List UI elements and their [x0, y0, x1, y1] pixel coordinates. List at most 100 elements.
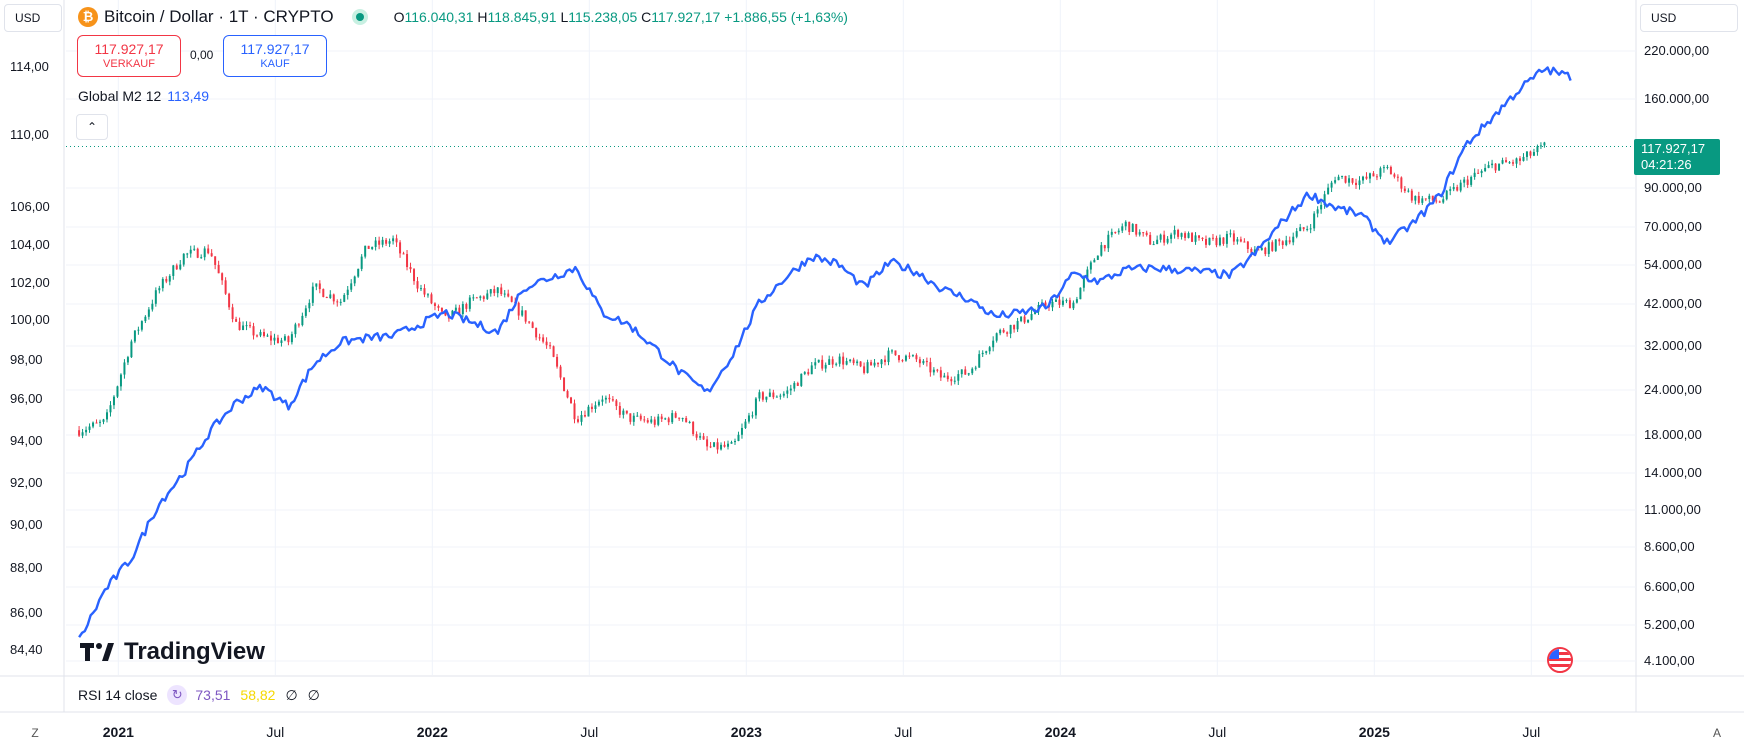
symbol-title[interactable]: Bitcoin / Dollar · 1T · CRYPTO [104, 7, 334, 26]
btc-candle-body [747, 415, 750, 422]
btc-candle-body [590, 406, 593, 409]
left-axis-tick: 88,00 [10, 560, 43, 575]
btc-candle-body [674, 413, 677, 418]
btc-candle-body [454, 307, 457, 311]
symbol-legend[interactable]: ₿ Bitcoin / Dollar · 1T · CRYPTO O116.04… [78, 6, 848, 28]
time-axis-tick: Jul [1208, 724, 1227, 740]
current-price: 117.927,17 [1641, 140, 1706, 156]
btc-candle-body [1093, 259, 1096, 263]
right-axis-tick: 32.000,00 [1644, 338, 1702, 353]
btc-candle-body [1358, 180, 1361, 186]
btc-candle-body [1334, 180, 1337, 183]
btc-candle-body [238, 321, 241, 331]
btc-candle-body [604, 397, 607, 400]
right-currency-selector[interactable]: USD [1640, 4, 1738, 32]
btc-candle-body [1232, 233, 1235, 242]
btc-candle-body [685, 418, 688, 423]
btc-candle-body [1529, 151, 1532, 156]
btc-candle-body [897, 355, 900, 361]
btc-candle-body [210, 253, 213, 257]
btc-candle-body [510, 296, 513, 302]
left-axis-tick: 98,00 [10, 352, 43, 367]
btc-candle-body [782, 393, 785, 396]
low-key: L [560, 9, 569, 25]
btc-candle-body [430, 294, 433, 304]
btc-candle-body [904, 355, 907, 361]
btc-candle-body [242, 325, 245, 331]
btc-candle-body [350, 283, 353, 290]
btc-candle-body [172, 265, 175, 276]
btc-candle-body [807, 372, 810, 375]
btc-candle-body [1313, 213, 1316, 229]
btc-candle-body [657, 416, 660, 425]
btc-candle-body [489, 289, 492, 294]
btc-candle-body [716, 442, 719, 450]
btc-candle-body [137, 329, 140, 331]
btc-candle-body [587, 406, 590, 417]
btc-candle-body [315, 283, 318, 287]
btc-candle-body [311, 286, 314, 303]
rsi-indicator-legend[interactable]: RSI 14 close ↻ 73,51 58,82 ∅ ∅ [78, 685, 320, 705]
btc-candle-body [360, 256, 363, 269]
btc-candle-body [660, 416, 663, 420]
btc-candle-body [1327, 187, 1330, 195]
btc-candle-body [1072, 302, 1075, 309]
btc-candle-body [503, 293, 506, 295]
spread-value: 0,00 [190, 48, 214, 62]
btc-candle-body [1515, 158, 1518, 164]
btc-candle-body [988, 347, 991, 352]
btc-candle-body [1355, 182, 1358, 186]
btc-candle-body [1044, 302, 1047, 306]
btc-candle-body [130, 341, 133, 358]
btc-candle-body [877, 362, 880, 365]
m2-indicator-legend[interactable]: Global M2 12 113,49 [78, 88, 209, 104]
btc-candle-body [870, 362, 873, 366]
btc-candle-body [256, 335, 259, 337]
btc-candle-body [364, 245, 367, 257]
time-axis-tick: Jul [894, 724, 913, 740]
btc-candle-body [374, 240, 377, 247]
btc-candles [78, 141, 1546, 454]
btc-candle-body [1512, 162, 1515, 164]
btc-candle-body [1382, 167, 1385, 169]
btc-candle-body [1344, 175, 1347, 183]
us-flag-event-icon[interactable] [1547, 647, 1573, 673]
btc-candle-body [413, 269, 416, 282]
refresh-icon[interactable]: ↻ [167, 685, 188, 705]
btc-candle-body [1267, 242, 1270, 255]
left-currency-label: USD [15, 11, 41, 25]
btc-candle-body [1117, 230, 1120, 233]
btc-candle-body [1480, 171, 1483, 174]
tradingview-logo[interactable]: TradingView [80, 638, 265, 666]
zoom-toggle-button[interactable]: Z [31, 726, 39, 740]
btc-candle-body [406, 254, 409, 268]
btc-candle-body [775, 396, 778, 398]
btc-candle-body [402, 253, 405, 255]
btc-candle-body [608, 397, 611, 400]
btc-candle-body [367, 245, 370, 249]
btc-candle-body [535, 327, 538, 338]
btc-candle-body [1445, 190, 1448, 200]
btc-candle-body [1023, 316, 1026, 323]
right-axis-tick: 70.000,00 [1644, 219, 1702, 234]
auto-scale-button[interactable]: A [1712, 726, 1721, 740]
btc-candle-body [1299, 227, 1302, 232]
close-key: C [641, 9, 652, 25]
btc-candle-body [556, 356, 559, 367]
btc-candle-body [552, 346, 555, 357]
btc-candle-body [249, 325, 252, 327]
btc-candle-body [925, 360, 928, 363]
btc-candle-body [1414, 195, 1417, 201]
btc-candle-body [1372, 173, 1375, 177]
logo-text: TradingView [124, 638, 265, 665]
btc-candle-body [796, 383, 799, 386]
btc-candle-body [493, 289, 496, 294]
collapse-legend-button[interactable]: ⌃ [76, 114, 108, 140]
right-axis-tick: 160.000,00 [1644, 91, 1710, 106]
btc-candle-body [133, 330, 136, 342]
sell-button[interactable]: 117.927,17 VERKAUF [77, 35, 181, 77]
btc-candle-body [1013, 324, 1016, 330]
buy-button[interactable]: 117.927,17 KAUF [223, 35, 327, 77]
left-currency-selector[interactable]: USD [4, 4, 62, 32]
